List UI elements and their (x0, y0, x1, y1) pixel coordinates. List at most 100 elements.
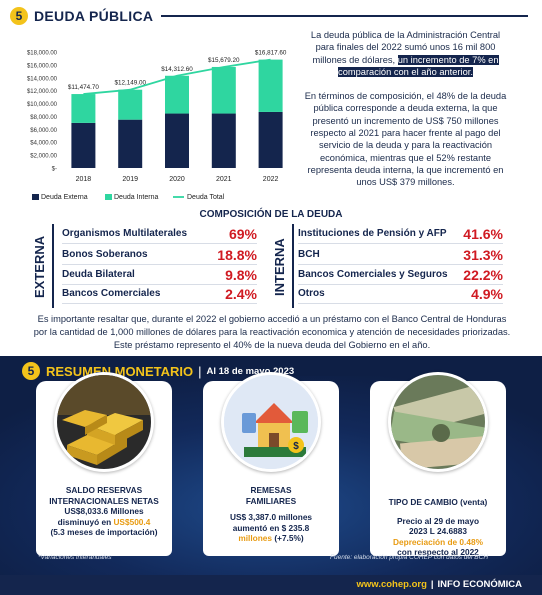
section-title: DEUDA PÚBLICA (34, 8, 154, 24)
bar-deuda-interna (258, 59, 283, 112)
reserves-change-value: US$500.4 (113, 516, 151, 527)
line-deuda-total (83, 58, 271, 95)
external-bar (52, 224, 54, 308)
internal-bar (292, 224, 294, 308)
external-row-value: 9.8% (225, 266, 257, 283)
gold-bars-icon (54, 372, 154, 472)
external-row-label: Bonos Soberanos (62, 249, 148, 260)
footer-separator: | (430, 579, 434, 590)
internal-row: Bancos Comerciales y Seguros 22.2% (298, 265, 503, 285)
x-tick-label: 2019 (122, 176, 138, 183)
debt-description: La deuda pública de la Administración Ce… (304, 29, 507, 201)
footnote-variations: *Variaciones interanuales (38, 554, 112, 561)
external-row: Deuda Bilateral 9.8% (62, 265, 257, 285)
legend-label: Deuda Externa (41, 194, 88, 201)
remittances-pct: millones (+7.5%) (203, 533, 339, 544)
bar-deuda-interna (118, 89, 143, 120)
bar-deuda-externa (118, 119, 143, 168)
bar-deuda-interna (71, 94, 96, 123)
internal-row-label: Bancos Comerciales y Seguros (298, 269, 448, 280)
debt-paragraph-1-text: La deuda pública de la Administración Ce… (310, 30, 501, 65)
external-row-label: Deuda Bilateral (62, 269, 135, 280)
data-label: $11,474.70 (68, 84, 100, 91)
exchange-depreciation: Depreciación de 0.48% (393, 536, 483, 547)
debt-chart: $18,000.00 $16,000.00 $14,000.00 $12,000.00… (27, 50, 287, 201)
banknotes-icon (388, 372, 488, 472)
y-tick-label: $- (52, 167, 57, 173)
spacer (370, 485, 506, 497)
remittances-card: $ REMESAS FAMILIARES US$ 3,387.0 millone… (203, 372, 339, 556)
reserves-card: SALDO RESERVAS INTERNACIONALES NETAS US$… (36, 372, 172, 556)
legend-label: Deuda Total (187, 194, 225, 201)
y-tick-label: $14,000.00 (27, 76, 58, 82)
y-tick-label: $18,000.00 (27, 51, 58, 57)
section-header-deuda: 5 DEUDA PÚBLICA (10, 6, 528, 26)
x-tick-label: 2020 (169, 176, 185, 183)
internal-row-label: Instituciones de Pensión y AFP (298, 228, 447, 239)
y-tick-label: $12,000.00 (27, 89, 58, 95)
legend-swatch-interna (105, 194, 112, 200)
remittances-change: aumentó en $ 235.8 (232, 522, 310, 533)
footnote-source: Fuente: elaboración propia COHEP con dat… (330, 554, 489, 561)
bar-deuda-externa (71, 122, 96, 168)
section-date: Al 18 de mayo 2023 (206, 365, 295, 377)
footer-url[interactable]: www.cohep.org (356, 579, 427, 590)
remittances-title: REMESAS FAMILIARES (245, 485, 297, 506)
y-tick-label: $10,000.00 (27, 102, 58, 108)
svg-text:$: $ (293, 441, 299, 452)
external-row: Organismos Multilaterales 69% (62, 224, 257, 244)
bar-deuda-interna (165, 75, 189, 114)
data-label: $15,679.20 (208, 57, 240, 64)
page-footer: www.cohep.org | INFO ECONÓMICA (0, 575, 542, 595)
legend-swatch-externa (32, 194, 39, 200)
title-separator: | (198, 363, 202, 379)
exchange-rate-card: TIPO DE CAMBIO (venta) Precio al 29 de m… (370, 372, 506, 557)
section-title: RESUMEN MONETARIO (46, 363, 194, 379)
data-label: $12,149.00 (114, 80, 146, 87)
internal-row-label: Otros (298, 288, 325, 299)
exchange-comparison: con respecto al 2022 (397, 547, 479, 557)
y-tick-label: $6,000.00 (30, 128, 57, 134)
external-row-label: Bancos Comerciales (62, 288, 161, 299)
loan-paragraph: Es importante resaltar que, durante el 2… (33, 314, 511, 350)
external-row-value: 69% (228, 225, 257, 242)
data-label: $16,817.60 (255, 50, 287, 57)
header-divider (161, 15, 528, 17)
internal-row: Otros 4.9% (298, 284, 503, 304)
section-number-badge: 5 (22, 362, 40, 380)
y-tick-label: $16,000.00 (27, 63, 58, 69)
internal-label: INTERNA (272, 238, 287, 296)
legend-label: Deuda Interna (114, 194, 158, 201)
bar-deuda-externa (165, 113, 189, 168)
exchange-title: TIPO DE CAMBIO (venta) (388, 497, 488, 507)
footer-label: INFO ECONÓMICA (437, 579, 522, 590)
y-tick-label: $2,000.00 (30, 154, 57, 160)
x-tick-label: 2022 (263, 176, 279, 183)
x-tick-label: 2018 (76, 176, 92, 183)
internal-row-value: 31.3% (463, 246, 503, 263)
external-row: Bonos Soberanos 18.8% (62, 245, 257, 265)
reserves-change: disminuyó en US$500.4 (36, 517, 172, 528)
external-row: Bancos Comerciales 2.4% (62, 284, 257, 304)
footer-text: www.cohep.org | INFO ECONÓMICA (357, 579, 523, 590)
x-tick-label: 2021 (216, 176, 232, 183)
internal-row-value: 4.9% (471, 285, 503, 302)
remittances-unit: millones (238, 533, 273, 543)
external-row-value: 2.4% (225, 285, 257, 302)
remittances-amount: US$ 3,387.0 millones (229, 512, 313, 522)
section-header-monetary: 5 RESUMEN MONETARIO | Al 18 de mayo 2023 (22, 362, 294, 380)
reserves-title: SALDO RESERVAS INTERNACIONALES NETAS (49, 485, 159, 506)
y-tick-label: $8,000.00 (30, 115, 57, 121)
internal-row: Instituciones de Pensión y AFP 41.6% (298, 224, 503, 244)
bar-deuda-externa (211, 113, 236, 168)
exchange-rate: 2023 L 24.6883 (409, 526, 467, 536)
external-row-label: Organismos Multilaterales (62, 228, 188, 239)
debt-paragraph-1: La deuda pública de la Administración Ce… (304, 29, 507, 78)
remittances-pct-value: (+7.5%) (272, 533, 304, 543)
remittances-house-icon: $ (221, 372, 321, 472)
bar-deuda-interna (211, 66, 236, 114)
internal-row: BCH 31.3% (298, 245, 503, 265)
external-row-value: 18.8% (217, 246, 257, 263)
data-label: $14,312.60 (161, 66, 193, 73)
debt-paragraph-2: En términos de composición, el 48% de la… (304, 91, 507, 188)
